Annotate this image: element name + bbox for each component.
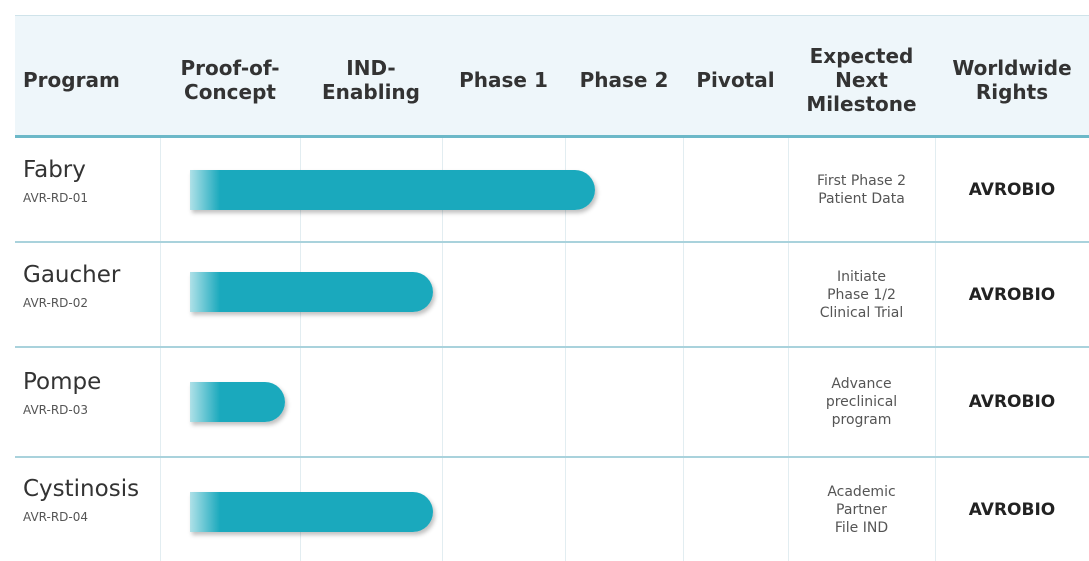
header-text: Expected — [809, 44, 914, 68]
column-divider — [160, 138, 161, 561]
milestone: Initiate Phase 1/2 Clinical Trial — [788, 243, 935, 346]
milestone: Advance preclinical program — [788, 348, 935, 456]
program-code: AVR-RD-04 — [23, 509, 89, 524]
rights: AVROBIO — [968, 392, 1056, 412]
milestone-line: File IND — [834, 519, 889, 536]
header-text: Milestone — [806, 92, 917, 116]
header-text: Proof-of- — [180, 56, 280, 80]
column-divider — [788, 138, 789, 561]
pipeline-table: Program Proof-of- Concept IND- Enabling Phase… — [15, 15, 1089, 561]
table-row: Gaucher AVR-RD-02 Initiate Phase 1/2 Clinica… — [15, 243, 1089, 348]
progress-bar — [190, 170, 595, 210]
table-row: Pompe AVR-RD-03 Advance preclinical program A… — [15, 348, 1089, 458]
header-cell: Expected Next Milestone — [788, 16, 935, 136]
milestone-line: Clinical Trial — [819, 304, 904, 321]
program-code: AVR-RD-01 — [23, 190, 89, 205]
header-text: Phase 2 — [579, 68, 669, 92]
header-text: Rights — [975, 80, 1049, 104]
milestone-line: First Phase 2 — [816, 172, 907, 189]
program-name: Cystinosis — [23, 475, 140, 502]
progress-bar — [190, 272, 433, 312]
rights: AVROBIO — [968, 499, 1056, 520]
milestone-line: program — [831, 412, 892, 428]
header-text: Enabling — [322, 80, 420, 104]
milestone-line: Phase 1/2 — [827, 286, 896, 303]
milestone-line: Advance — [831, 376, 892, 392]
column-divider — [683, 138, 684, 561]
milestone: First Phase 2 Patient Data — [788, 138, 935, 241]
milestone-line: Partner — [836, 501, 887, 518]
milestone-line: Initiate — [837, 268, 886, 285]
header-text: Concept — [184, 80, 276, 104]
header-cell: Phase 1 — [442, 16, 565, 136]
header-text: Phase 1 — [459, 68, 548, 92]
header-cell: Proof-of- Concept — [160, 16, 300, 136]
column-divider — [565, 138, 566, 561]
progress-bar — [190, 382, 285, 422]
program-name: Pompe — [23, 369, 102, 395]
program-code: AVR-RD-03 — [23, 403, 89, 417]
column-divider — [300, 138, 301, 561]
rights: AVROBIO — [968, 284, 1056, 305]
column-divider — [935, 138, 936, 561]
header-cell: Pivotal — [683, 16, 788, 136]
header-cell: Phase 2 — [565, 16, 683, 136]
column-divider — [442, 138, 443, 561]
header-text: Next — [835, 68, 888, 92]
header-text: Worldwide — [952, 56, 1072, 80]
milestone-line: preclinical — [825, 394, 898, 410]
header-text: IND- — [346, 56, 396, 80]
progress-bar — [190, 492, 433, 532]
program-name: Gaucher — [23, 261, 121, 288]
program-name: Fabry — [23, 156, 86, 183]
milestone-line: Academic — [827, 483, 896, 500]
header-cell: Program — [15, 16, 160, 136]
header-text: Pivotal — [696, 68, 775, 92]
header-text: Program — [23, 68, 120, 92]
table-row: Cystinosis AVR-RD-04 Academic Partner File I… — [15, 458, 1089, 561]
header-row: Program Proof-of- Concept IND- Enabling Phase… — [15, 15, 1089, 138]
milestone: Academic Partner File IND — [788, 458, 935, 561]
milestone-line: Patient Data — [818, 190, 905, 207]
table-row: Fabry AVR-RD-01 First Phase 2 Patient Data A… — [15, 138, 1089, 243]
program-code: AVR-RD-02 — [23, 295, 89, 310]
rights: AVROBIO — [968, 179, 1056, 200]
header-cell: Worldwide Rights — [935, 16, 1089, 136]
header-cell: IND- Enabling — [300, 16, 442, 136]
